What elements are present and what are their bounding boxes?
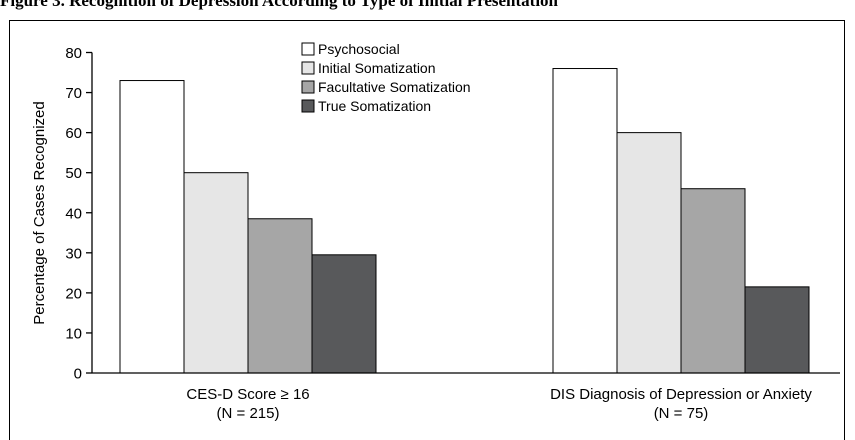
y-tick-label: 40 — [65, 205, 82, 222]
bar-true-somatization-1 — [311, 254, 377, 374]
bar-facultative-somatization-1 — [247, 218, 313, 374]
legend-swatch — [301, 99, 315, 113]
group-label-line2: (N = 215) — [217, 405, 280, 422]
legend-swatch — [301, 42, 315, 56]
y-tick-label: 80 — [65, 45, 82, 62]
legend-label: True Somatization — [318, 98, 431, 114]
y-axis-label: Percentage of Cases Recognized — [31, 101, 48, 324]
legend-label: Initial Somatization — [318, 60, 436, 76]
bar-psychosocial-1 — [119, 80, 185, 374]
y-tick-label: 50 — [65, 165, 82, 182]
y-tick-label: 30 — [65, 245, 82, 262]
y-axis: 0 10 20 30 40 50 60 70 80 — [65, 45, 93, 383]
bar-psychosocial-2 — [552, 68, 618, 374]
legend: Psychosocial Initial Somatization Facultat… — [301, 41, 471, 114]
bar-true-somatization-2 — [744, 286, 810, 374]
chart-frame — [9, 20, 845, 440]
legend-label: Psychosocial — [318, 41, 400, 57]
y-tick-label: 70 — [65, 85, 82, 102]
bar-facultative-somatization-2 — [680, 188, 746, 374]
group-label-line1: CES-D Score ≥ 16 — [186, 386, 309, 403]
x-axis: CES-D Score ≥ 16 (N = 215) DIS Diagnosis o… — [92, 372, 840, 422]
group-label-line2: (N = 75) — [654, 405, 709, 422]
y-tick-label: 60 — [65, 125, 82, 142]
legend-swatch — [301, 80, 315, 94]
y-tick-label: 10 — [65, 325, 82, 342]
group-label-line1: DIS Diagnosis of Depression or Anxiety — [550, 386, 812, 403]
legend-label: Facultative Somatization — [318, 79, 471, 95]
y-tick-label: 20 — [65, 285, 82, 302]
bars — [119, 68, 810, 374]
figure-caption: Figure 3. Recognition of Depression Acco… — [0, 0, 558, 10]
bar-initial-somatization-2 — [616, 132, 682, 374]
legend-swatch — [301, 61, 315, 75]
bar-initial-somatization-1 — [183, 172, 249, 374]
y-tick-label: 0 — [74, 366, 82, 383]
